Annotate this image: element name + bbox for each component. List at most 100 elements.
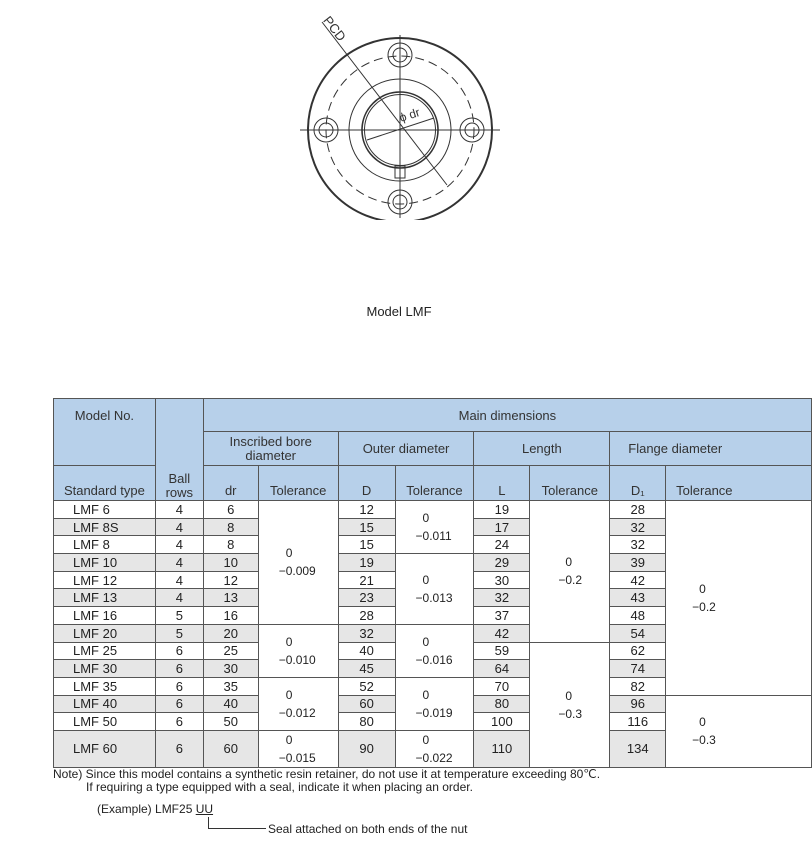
table-row: LMF 40 6 40 60 80 96 0 −0.3 bbox=[53, 694, 812, 768]
tolerance-upper: 0 bbox=[285, 687, 293, 702]
D1-cell: 28 bbox=[609, 500, 667, 519]
tolerance-lower: −0.2 bbox=[558, 573, 583, 588]
note-line-2: If requiring a type equipped with a seal… bbox=[86, 780, 473, 794]
header-L: L bbox=[473, 465, 531, 501]
D1-cell: 48 bbox=[609, 606, 667, 625]
L-cell: 110 bbox=[473, 729, 531, 768]
tolerance-lower: −0.022 bbox=[415, 750, 453, 765]
order-example: (Example) LMF25 UU bbox=[97, 802, 213, 816]
header-bore: Inscribed bore diameter bbox=[202, 431, 339, 466]
tolerance-upper: 0 bbox=[422, 732, 430, 747]
tolerance-lower: −0.009 bbox=[278, 564, 316, 579]
dr-cell: 25 bbox=[202, 641, 259, 661]
tolerance-upper: 0 bbox=[285, 634, 293, 649]
D-cell: 15 bbox=[337, 535, 396, 555]
header-D1-tolerance: Tolerance bbox=[665, 465, 812, 501]
ball-rows-cell: 4 bbox=[154, 500, 204, 519]
model-cell: LMF 6 bbox=[53, 500, 156, 519]
D-cell: 60 bbox=[337, 694, 396, 714]
model-cell: LMF 60 bbox=[53, 729, 156, 768]
dr-cell: 10 bbox=[202, 553, 259, 572]
table-row: LMF 60 6 60 0 −0.015 90 0 −0.022 110 134 bbox=[53, 729, 812, 768]
D-cell: 15 bbox=[337, 517, 396, 537]
model-cell: LMF 35 bbox=[53, 676, 156, 696]
tolerance-lower: −0.3 bbox=[558, 706, 583, 721]
L-cell: 17 bbox=[473, 517, 531, 537]
ball-rows-cell: 4 bbox=[154, 535, 204, 555]
L-cell: 29 bbox=[473, 553, 531, 572]
tolerance-lower: −0.012 bbox=[278, 705, 316, 720]
header-main-dimensions: Main dimensions bbox=[202, 398, 812, 432]
model-cell: LMF 25 bbox=[53, 641, 156, 661]
table-row: LMF 13 4 13 23 32 43 bbox=[53, 588, 812, 608]
tolerance-upper: 0 bbox=[422, 511, 430, 526]
table-row: LMF 50 6 50 80 100 116 bbox=[53, 712, 812, 731]
header-L-tolerance: Tolerance bbox=[529, 465, 611, 501]
D-cell: 21 bbox=[337, 570, 396, 590]
header-flange: Flange diameter bbox=[609, 431, 812, 466]
header-length: Length bbox=[473, 431, 611, 466]
flange-bearing-drawing: PCD ϕ dr bbox=[300, 13, 500, 220]
model-cell: LMF 8S bbox=[53, 517, 156, 537]
D-cell: 80 bbox=[337, 712, 396, 731]
header-dr: dr bbox=[202, 465, 259, 501]
tolerance-upper: 0 bbox=[699, 581, 706, 596]
pcd-label: PCD bbox=[320, 13, 349, 44]
D-tolerance-cell: 0 −0.011 bbox=[394, 499, 475, 555]
tolerance-lower: −0.019 bbox=[415, 705, 453, 720]
header-standard-type: Standard type bbox=[53, 465, 156, 501]
D-cell: 28 bbox=[337, 606, 396, 625]
dr-cell: 60 bbox=[202, 729, 259, 768]
header-D1: D₁ bbox=[609, 465, 667, 501]
leader-line-v bbox=[208, 817, 209, 829]
D-cell: 45 bbox=[337, 659, 396, 678]
tolerance-upper: 0 bbox=[285, 546, 293, 561]
tolerance-upper: 0 bbox=[699, 715, 706, 730]
L-cell: 59 bbox=[473, 641, 531, 661]
ball-rows-cell: 6 bbox=[154, 694, 204, 714]
L-cell: 37 bbox=[473, 606, 531, 625]
ball-rows-cell: 4 bbox=[154, 570, 204, 590]
D-tolerance-cell: 0 −0.022 bbox=[394, 729, 475, 768]
notes: Note) Since this model contains a synthe… bbox=[53, 768, 600, 794]
dimensions-table: Model No. Ball rows Main dimensions Insc… bbox=[53, 398, 812, 768]
D-cell: 40 bbox=[337, 641, 396, 661]
model-cell: LMF 8 bbox=[53, 535, 156, 555]
dr-tolerance-cell: 0 −0.010 bbox=[257, 623, 339, 678]
dr-cell: 35 bbox=[202, 676, 259, 696]
D1-tolerance-cell: 0 −0.3 bbox=[665, 694, 812, 768]
D-cell: 19 bbox=[337, 553, 396, 572]
dr-cell: 50 bbox=[202, 712, 259, 731]
dr-cell: 40 bbox=[202, 694, 259, 714]
model-cell: LMF 30 bbox=[53, 659, 156, 678]
ball-rows-cell: 4 bbox=[154, 517, 204, 537]
dr-tolerance-cell: 0 −0.015 bbox=[257, 729, 339, 768]
header-D-tolerance: Tolerance bbox=[394, 465, 475, 501]
model-cell: LMF 13 bbox=[53, 588, 156, 608]
dr-cell: 6 bbox=[202, 500, 259, 519]
D1-cell: 74 bbox=[609, 659, 667, 678]
table-row: LMF 30 6 30 45 64 74 bbox=[53, 659, 812, 678]
tolerance-lower: −0.3 bbox=[692, 733, 716, 748]
tolerance-upper: 0 bbox=[565, 688, 573, 703]
dr-cell: 12 bbox=[202, 570, 259, 590]
dr-cell: 8 bbox=[202, 535, 259, 555]
tolerance-upper: 0 bbox=[422, 572, 430, 587]
tolerance-lower: −0.2 bbox=[692, 599, 716, 614]
D1-cell: 116 bbox=[609, 712, 667, 731]
dr-tolerance-cell: 0 −0.009 bbox=[257, 500, 339, 625]
bolt-holes bbox=[313, 42, 485, 215]
ball-rows-cell: 4 bbox=[154, 553, 204, 572]
ball-rows-cell: 6 bbox=[154, 676, 204, 696]
dr-dimension-line bbox=[366, 117, 435, 141]
L-cell: 19 bbox=[473, 500, 531, 519]
tolerance-lower: −0.016 bbox=[415, 652, 453, 667]
ball-rows-cell: 4 bbox=[154, 588, 204, 608]
D-cell: 23 bbox=[337, 588, 396, 608]
tolerance-upper: 0 bbox=[422, 687, 430, 702]
header-D: D bbox=[337, 465, 396, 501]
L-cell: 80 bbox=[473, 694, 531, 714]
L-cell: 100 bbox=[473, 712, 531, 731]
tolerance-upper: 0 bbox=[422, 634, 430, 649]
